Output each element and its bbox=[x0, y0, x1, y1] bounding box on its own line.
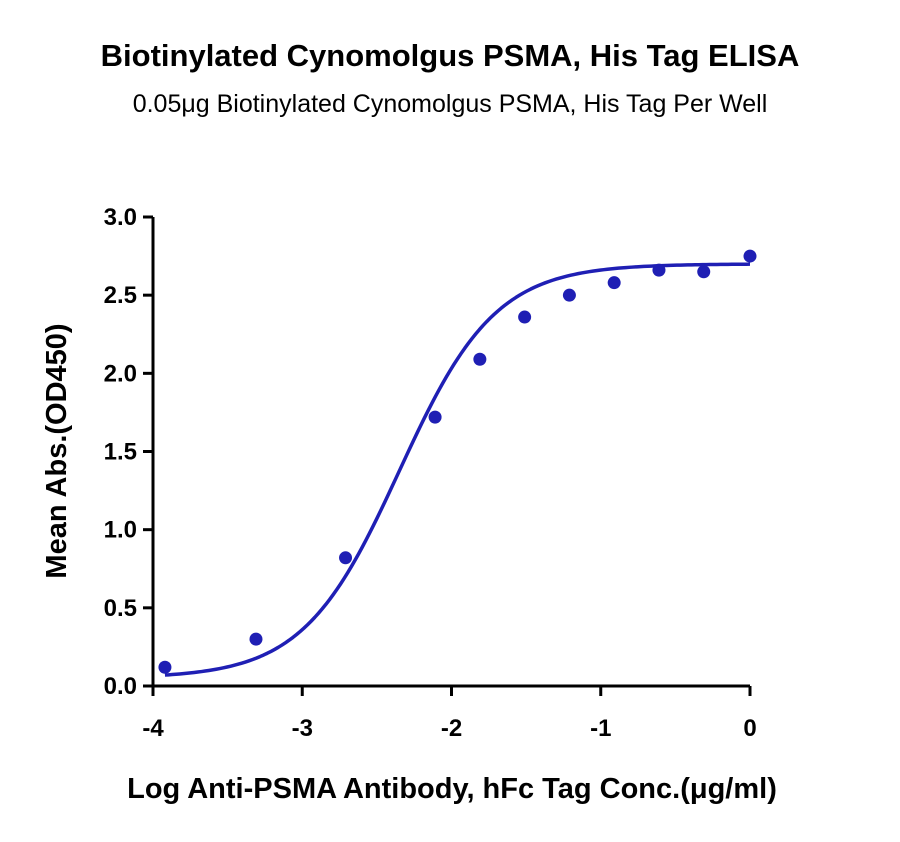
x-tick-label: -3 bbox=[292, 715, 313, 742]
y-tick-label: 0.5 bbox=[104, 595, 137, 622]
x-tick-label: -1 bbox=[590, 715, 611, 742]
y-tick-label: 1.5 bbox=[104, 439, 137, 466]
data-point bbox=[428, 410, 442, 424]
fit-curve-group bbox=[164, 262, 751, 677]
x-tick-label: 0 bbox=[743, 715, 756, 742]
x-axis-title: Log Anti-PSMA Antibody, hFc Tag Conc.(μg… bbox=[127, 773, 777, 805]
data-point bbox=[518, 310, 532, 324]
y-tick-label: 2.5 bbox=[104, 282, 137, 309]
data-point bbox=[339, 551, 353, 565]
data-point bbox=[562, 288, 576, 302]
data-point bbox=[697, 265, 711, 279]
data-point bbox=[652, 263, 666, 277]
y-tick-label: 3.0 bbox=[104, 204, 137, 231]
fit-curve bbox=[164, 262, 751, 677]
data-point bbox=[743, 249, 757, 263]
data-points bbox=[158, 249, 757, 674]
data-point bbox=[158, 660, 172, 674]
data-point bbox=[473, 352, 487, 366]
data-point bbox=[607, 276, 621, 290]
data-point bbox=[249, 632, 263, 646]
chart-title: Biotinylated Cynomolgus PSMA, His Tag EL… bbox=[100, 38, 800, 73]
y-tick-label: 1.0 bbox=[104, 517, 137, 544]
x-tick-label: -2 bbox=[441, 715, 462, 742]
x-tick-label: -4 bbox=[142, 715, 164, 742]
chart-subtitle: 0.05μg Biotinylated Cynomolgus PSMA, His… bbox=[132, 90, 768, 118]
axes: 0.0 0.5 1.0 1.5 2.0 2.5 3.0 -4 -3 -2 -1 0 bbox=[104, 204, 757, 742]
y-axis-title: Mean Abs.(OD450) bbox=[41, 323, 73, 578]
y-tick-label: 0.0 bbox=[104, 673, 137, 700]
y-tick-label: 2.0 bbox=[104, 360, 137, 387]
